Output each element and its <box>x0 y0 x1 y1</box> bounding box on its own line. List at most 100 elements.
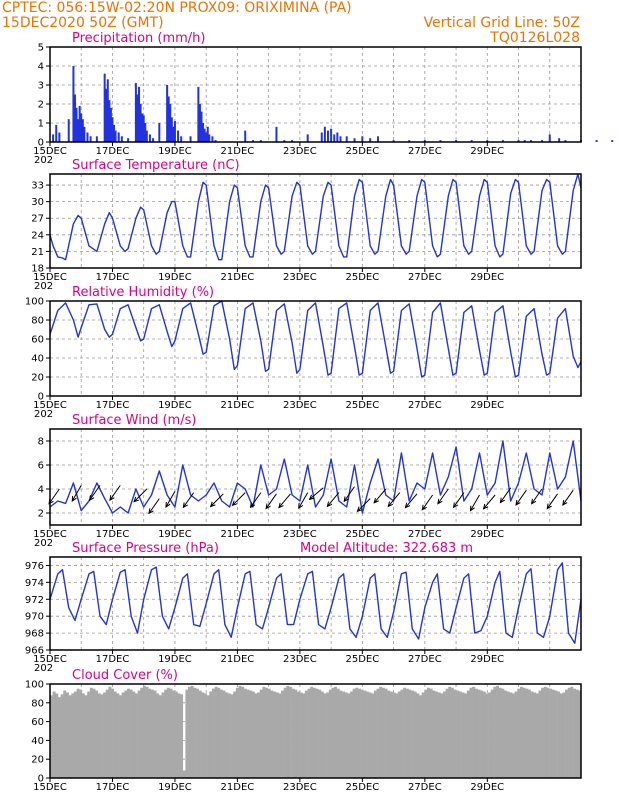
cloud-bar <box>304 690 308 778</box>
cloud-bar <box>421 692 425 778</box>
wind-arrow <box>89 485 101 501</box>
cloud-bar <box>222 690 226 778</box>
precip-bar <box>376 136 379 142</box>
cloud-bar <box>206 695 210 778</box>
cloud-bar <box>434 691 438 778</box>
cloud-bar <box>312 687 316 778</box>
cloud-bar <box>469 687 473 778</box>
cloud-bar <box>296 691 300 778</box>
cloud-bar <box>164 689 168 778</box>
x-date-label: 15DEC <box>33 272 67 283</box>
cloud-bar <box>320 691 324 778</box>
wind-arrow <box>483 494 496 510</box>
cloud-bar <box>445 688 449 778</box>
wind-arrow <box>278 493 291 508</box>
cloud-bar <box>52 691 56 778</box>
x-date-label: 23DEC <box>283 272 317 283</box>
x-date-label: 21DEC <box>221 272 255 283</box>
cloud-bar <box>347 693 351 778</box>
panel-annotation: Model Altitude: 322.683 m <box>300 541 473 556</box>
precip-bar <box>486 140 489 142</box>
precip-bar <box>439 140 442 142</box>
x-date-label: 15DEC <box>33 146 67 157</box>
y-tick-label: 40 <box>31 736 44 747</box>
cloud-bar <box>397 691 401 778</box>
cloud-bar <box>389 691 393 778</box>
cloud-bar <box>294 689 298 778</box>
cloud-bar <box>63 690 67 778</box>
y-tick-label: 2 <box>38 100 44 111</box>
precip-bar <box>138 86 141 142</box>
x-date-label: 15DEC <box>33 529 67 540</box>
cloud-bar <box>302 693 306 778</box>
cloud-bar <box>519 686 523 778</box>
y-tick-label: 80 <box>31 316 44 327</box>
precip-bar <box>72 66 75 142</box>
cloud-bar <box>310 686 314 778</box>
precip-bar <box>167 96 170 142</box>
cloud-bar <box>166 687 170 778</box>
x-date-label: 25DEC <box>345 272 379 283</box>
cloud-bar <box>472 686 476 778</box>
y-tick-label: 2 <box>38 509 44 520</box>
x-date-label: 15DEC <box>33 782 67 793</box>
panel-frame <box>49 556 582 651</box>
wind-arrowhead <box>437 498 443 505</box>
x-date-label: 19DEC <box>158 400 192 411</box>
x-date-label: 19DEC <box>158 654 192 665</box>
y-tick-label: 972 <box>25 595 44 606</box>
cloud-bar <box>190 685 194 778</box>
wind-arrowhead <box>88 495 95 502</box>
cloud-bar <box>350 691 353 778</box>
cloud-bar <box>105 689 109 778</box>
cloud-bar <box>496 685 499 778</box>
x-date-label: 17DEC <box>96 654 130 665</box>
wind-arrowhead <box>165 501 171 508</box>
wind-arrowhead <box>249 502 256 509</box>
precip-bar <box>392 140 395 142</box>
cloud-bar <box>559 693 563 778</box>
wind-arrow <box>405 493 418 508</box>
precip-bar <box>103 73 106 142</box>
precip-bar <box>117 132 120 142</box>
wind-arrowhead <box>373 497 379 504</box>
cloud-bar <box>217 687 221 778</box>
wind-arrowhead <box>209 501 216 508</box>
x-date-label: 21DEC <box>221 782 255 793</box>
x-date-label: 17DEC <box>96 782 130 793</box>
cloud-bar <box>464 693 468 778</box>
cloud-bar <box>126 688 130 778</box>
cloud-bar <box>158 695 162 778</box>
cloud-bar <box>68 695 72 778</box>
cloud-bar <box>331 687 335 778</box>
cloud-bar <box>273 691 276 778</box>
y-tick-label: 0 <box>38 138 44 149</box>
cloud-bar <box>278 693 282 778</box>
y-tick-label: 6 <box>38 461 44 472</box>
y-tick-label: 968 <box>25 629 44 640</box>
cloud-bar <box>578 690 582 778</box>
precip-bar <box>306 134 309 142</box>
cloud-bar <box>142 685 146 778</box>
cloud-bar <box>387 690 391 778</box>
wind-arrow <box>309 487 324 500</box>
precip-bar <box>595 140 598 142</box>
cloud-bar <box>209 691 213 778</box>
wind-arrow <box>421 494 434 511</box>
cloud-bar <box>551 689 555 778</box>
cloud-bar <box>427 687 430 778</box>
cloud-bar <box>376 688 380 778</box>
wind-arrowhead <box>546 503 552 510</box>
y-tick-label: 966 <box>25 646 44 657</box>
wind-arrowhead <box>265 503 271 510</box>
y-tick-label: 21 <box>31 247 44 258</box>
cloud-bar <box>55 693 59 778</box>
precip-bar <box>326 130 329 142</box>
cloud-bar <box>251 691 255 778</box>
y-tick-label: 80 <box>31 698 44 709</box>
cloud-bar <box>76 688 80 778</box>
cloud-bar <box>411 690 415 778</box>
panel-title: Relative Humidity (%) <box>72 285 214 300</box>
precip-bar <box>173 121 176 142</box>
cloud-bar <box>368 692 372 778</box>
